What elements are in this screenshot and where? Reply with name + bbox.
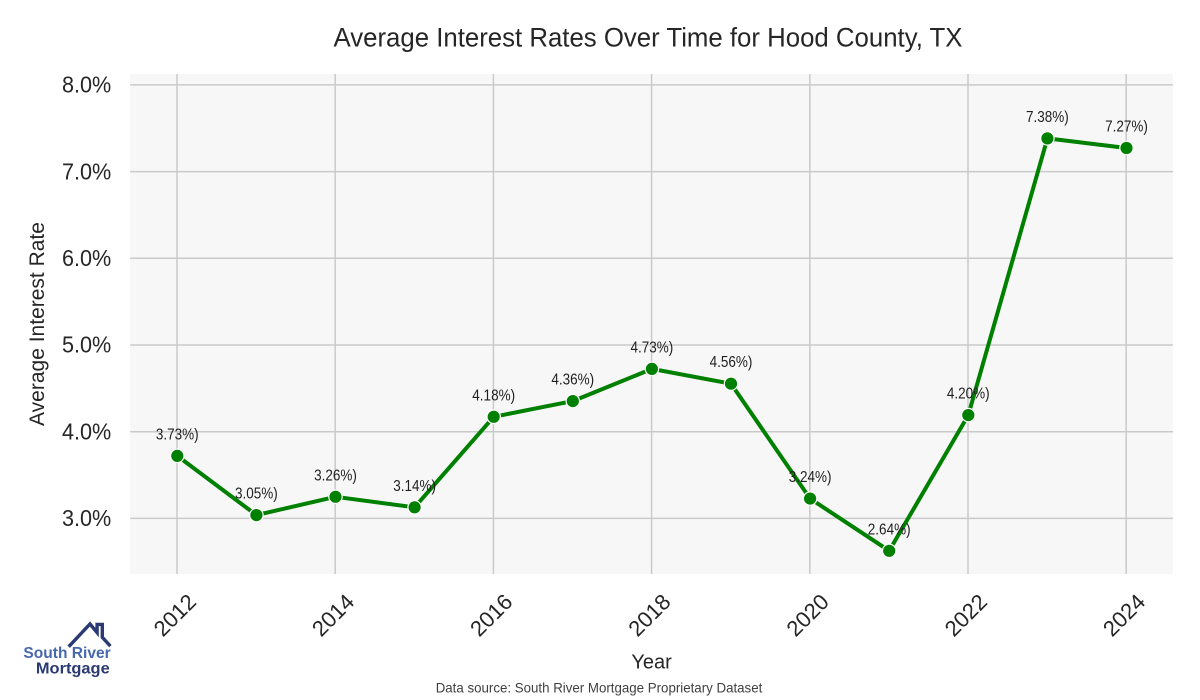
svg-text:4.56%): 4.56%) [710,354,753,371]
svg-text:7.38%): 7.38%) [1026,109,1069,126]
svg-text:4.20%): 4.20%) [947,386,990,403]
svg-text:4.0%: 4.0% [62,418,111,444]
svg-text:8.0%: 8.0% [62,72,111,98]
svg-text:Mortgage: Mortgage [36,660,110,677]
svg-text:Average Interest Rate: Average Interest Rate [26,222,49,426]
svg-text:6.0%: 6.0% [62,245,111,271]
svg-text:3.0%: 3.0% [62,505,111,531]
svg-text:4.36%): 4.36%) [551,372,594,389]
svg-text:2.64%): 2.64%) [868,521,911,538]
svg-text:Data source: South River Mortg: Data source: South River Mortgage Propri… [436,680,763,696]
svg-text:4.73%): 4.73%) [631,339,674,356]
svg-text:7.27%): 7.27%) [1105,119,1148,136]
svg-text:3.73%): 3.73%) [156,426,199,443]
svg-text:South River: South River [23,645,110,662]
svg-text:Average Interest Rates Over Ti: Average Interest Rates Over Time for Hoo… [334,23,963,53]
svg-text:Year: Year [631,651,672,673]
svg-text:3.14%): 3.14%) [393,478,436,495]
svg-text:5.0%: 5.0% [62,332,111,358]
svg-text:7.0%: 7.0% [62,158,111,184]
svg-text:3.24%): 3.24%) [789,469,832,486]
svg-text:3.05%): 3.05%) [235,486,278,503]
svg-text:3.26%): 3.26%) [314,467,357,484]
svg-text:4.18%): 4.18%) [472,387,515,404]
